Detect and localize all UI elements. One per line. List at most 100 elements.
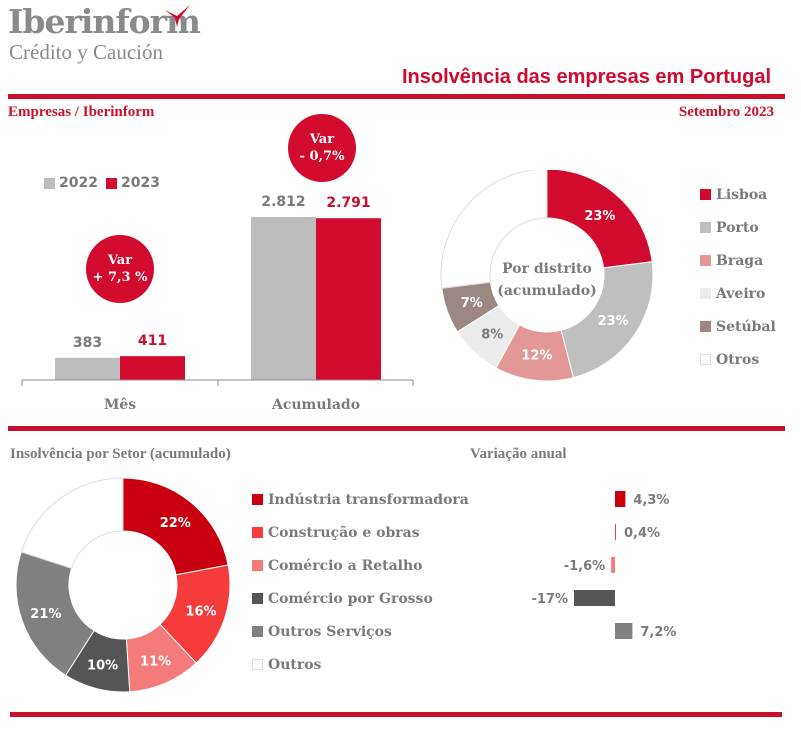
donut-center-label-line1: Por distrito [502,261,592,277]
district-legend-item: Setúbal [700,310,776,343]
variation-value-label: 4,3% [633,493,669,508]
sector-legend-item: Outros Serviços [252,615,469,648]
annual-variation-chart: 4,3% 0,4% -1,6% -17% 7,2% [531,491,676,640]
legend-label: Porto [716,219,759,236]
sector-slice-label: 16% [185,604,216,619]
sector-slice-label: 11% [140,654,171,669]
variation-badge-value: + 7,3 % [92,270,148,285]
legend-label: Comércio a Retalho [268,557,423,574]
category-label-month: Mês [104,397,136,413]
bottom-divider [10,712,782,717]
district-legend-item: Porto [700,211,776,244]
legend-label: Aveiro [716,285,766,302]
legend-label: Outros [268,656,322,673]
bar-2022-0 [55,357,120,380]
district-slice-otros [440,170,548,289]
annual-variation-title: Variação anual [470,446,567,462]
variation-bar [615,623,633,639]
sector-legend-item: Comércio por Grosso [252,582,469,615]
bar-chart: 383 411 2.812 2.791 Mês Acumulado [21,194,414,413]
variation-bar [615,491,626,507]
sector-slice-label: 22% [160,516,191,531]
legend-swatch [700,288,711,299]
variation-value-label: -1,6% [564,559,605,574]
top-divider [8,94,785,99]
legend-item-2022: 2022 [44,175,98,191]
section-subtitle-left: Empresas / Iberinform [8,104,155,120]
donut-center-label-line2: (acumulado) [497,283,597,299]
logo-wordmark: Iberinform [8,2,201,41]
district-legend: Lisboa Porto Braga Aveiro Setúbal Otros [700,178,776,376]
logo-bird-icon [165,5,190,27]
legend-label-2023: 2023 [120,175,160,191]
variation-badge-label: Var [107,253,133,268]
district-slice-label: 7% [461,296,483,311]
variation-badge-label: Var [309,132,335,147]
district-legend-item: Lisboa [700,178,776,211]
sector-slice-label: 21% [30,607,61,622]
legend-swatch [700,255,711,266]
variation-badge-accumulated: Var - 0,7% [288,114,356,182]
variation-badge-value: - 0,7% [299,149,345,164]
sector-legend-item: Construção e obras [252,516,469,549]
bar-chart-legend: 2022 2023 [44,175,160,191]
legend-label: Setúbal [716,318,776,335]
legend-swatch [252,527,263,538]
legend-label: Lisboa [716,186,768,203]
sector-legend-item: Comércio a Retalho [252,549,469,582]
legend-label: Braga [716,252,764,269]
legend-swatch [700,354,711,365]
bar-2023-1 [316,218,381,380]
sector-slice-outros-servi-os [15,551,95,677]
legend-swatch [252,494,263,505]
bar-value-label: 2.812 [261,194,305,210]
legend-label: Indústria transformadora [268,491,469,508]
middle-divider [8,426,785,431]
report-date: Setembro 2023 [678,104,774,120]
legend-swatch [700,189,711,200]
bar-2023-0 [120,356,185,380]
district-slice-label: 8% [481,327,503,342]
category-label-accumulated: Acumulado [271,397,360,413]
bar-value-label: 2.791 [326,195,370,211]
legend-swatch-2023 [105,177,117,189]
variation-bar [574,590,615,606]
sector-legend-item: Outros [252,648,469,681]
bar-value-label: 411 [138,333,167,349]
district-slice-label: 12% [521,348,552,363]
legend-swatch [252,560,263,571]
variation-value-label: 7,2% [640,625,676,640]
legend-label-2022: 2022 [59,175,98,191]
variation-bar [615,524,616,540]
variation-bar [611,557,615,573]
legend-item-2023: 2023 [105,175,160,191]
legend-swatch [252,626,263,637]
sector-slice-ind-stria-transformadora [122,477,229,576]
logo-subtitle: Crédito y Caución [9,40,163,64]
sector-section-title: Insolvência por Setor (acumulado) [10,446,231,462]
legend-swatch [252,593,263,604]
district-slice-label: 23% [598,314,629,329]
variation-value-label: 0,4% [624,526,660,541]
district-legend-item: Braga [700,244,776,277]
sector-slice-outros [20,477,124,569]
district-legend-item: Aveiro [700,277,776,310]
legend-label: Construção e obras [268,524,420,541]
district-legend-item: Otros [700,343,776,376]
legend-label: Comércio por Grosso [268,590,433,607]
legend-swatch [700,321,711,332]
bar-2022-1 [251,217,316,380]
sector-legend: Indústria transformadora Construção e obr… [252,483,469,681]
legend-swatch-2022 [44,177,55,189]
variation-value-label: -17% [531,592,568,607]
legend-swatch [252,659,263,670]
variation-badge-month: Var + 7,3 % [86,235,154,303]
legend-label: Otros [716,351,760,368]
page-title: Insolvência das empresas em Portugal [401,66,771,88]
sector-donut-chart: 22% 16% 11% 10% 21% [15,477,231,693]
bar-value-label: 383 [73,335,102,351]
sector-slice-label: 10% [87,658,118,673]
legend-label: Outros Serviços [268,623,392,640]
legend-swatch [700,222,711,233]
district-donut-chart: 23% 23% 12% 8% 7% Por distrito (acumulado) [440,170,654,382]
